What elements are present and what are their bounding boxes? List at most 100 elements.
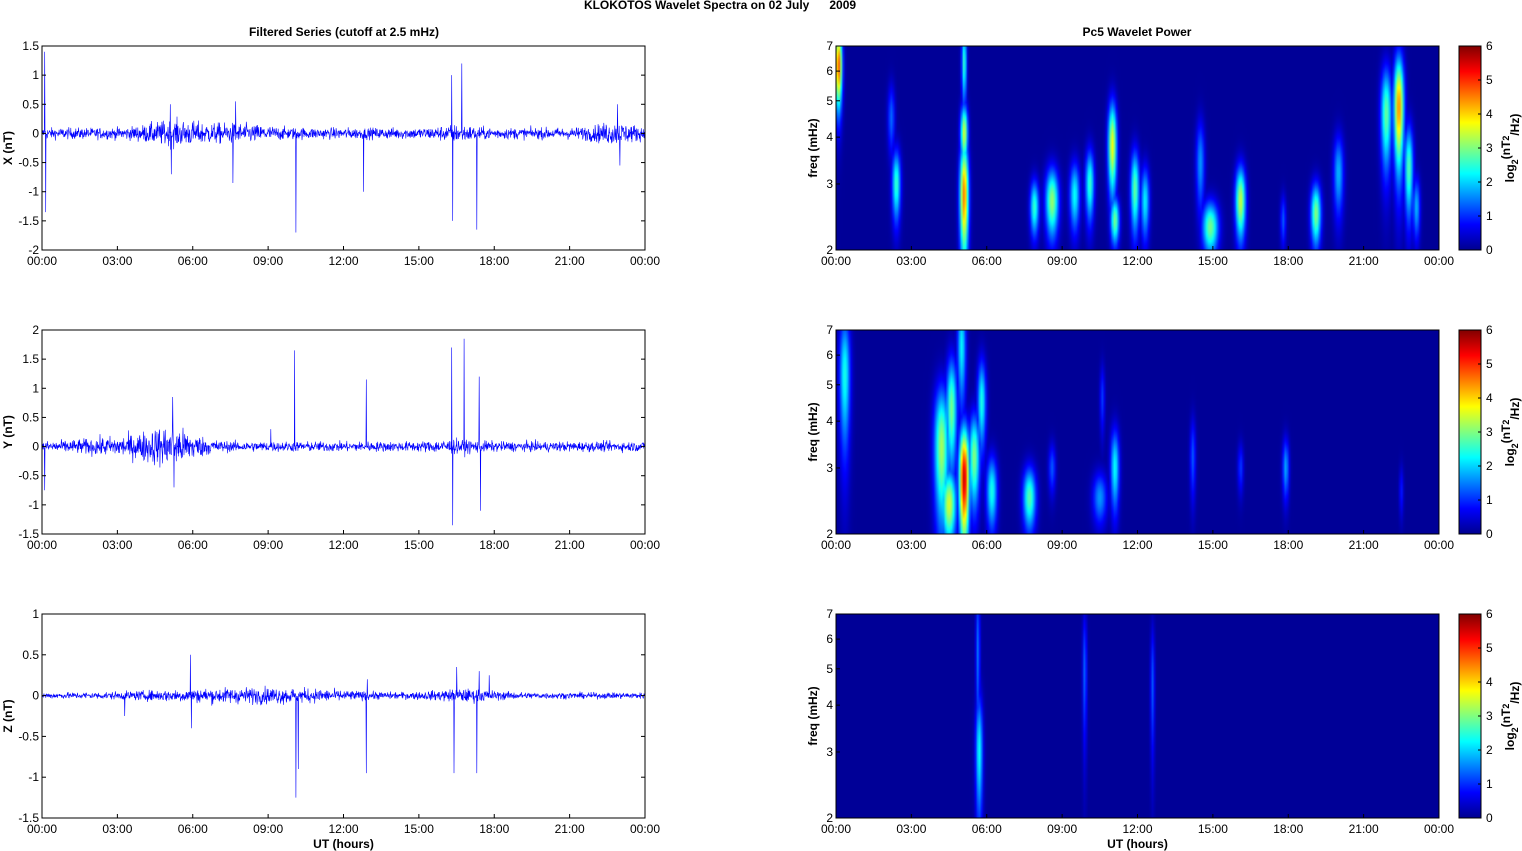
y-tick-label: 6 [826, 64, 833, 78]
y-tick-label: 7 [826, 323, 833, 337]
colorbar-tick-label: 1 [1486, 209, 1493, 223]
x-tick-label: 09:00 [1047, 254, 1077, 268]
y-tick-label: 5 [826, 94, 833, 108]
x-tick-label: 15:00 [1198, 538, 1228, 552]
y-tick-label: 2 [32, 323, 39, 337]
y-tick-label: 4 [826, 414, 833, 428]
series-panel-x: -2 -1.5 -1 -0.5 0 0.5 1 1.5 00:00 03:00 06:00 09:00… [1, 39, 660, 268]
y-tick-label: 4 [826, 130, 833, 144]
wavelet-power-image [836, 614, 1439, 818]
x-tick-label: 00:00 [630, 822, 660, 836]
y-tick-label: -1.5 [18, 811, 39, 825]
x-tick-label: 09:00 [253, 254, 283, 268]
x-tick-label: 21:00 [1349, 822, 1379, 836]
x-tick-label: 21:00 [555, 822, 585, 836]
y-tick-label: 1 [32, 68, 39, 82]
x-tick-label: 00:00 [27, 822, 57, 836]
colorbar-tick-label: 0 [1486, 243, 1493, 257]
y-tick-label: 2 [826, 811, 833, 825]
x-tick-label: 15:00 [1198, 254, 1228, 268]
y-tick-label: 6 [826, 632, 833, 646]
x-tick-label: 00:00 [1424, 254, 1454, 268]
colorbar-tick-label: 6 [1486, 323, 1493, 337]
y-tick-label: 7 [826, 39, 833, 53]
y-tick-label: 1 [32, 607, 39, 621]
colorbar-tick-label: 3 [1486, 425, 1493, 439]
wavelet-power-image [836, 46, 1439, 250]
x-tick-label: 18:00 [479, 538, 509, 552]
x-tick-label: 12:00 [1122, 822, 1152, 836]
y-tick-label: -0.5 [18, 469, 39, 483]
y-tick-label: 1.5 [22, 39, 39, 53]
y-axis-label: freq (mHz) [806, 118, 820, 177]
y-tick-label: -1 [28, 498, 39, 512]
plot-area [42, 614, 645, 818]
colorbar-tick-label: 0 [1486, 811, 1493, 825]
x-tick-label: 18:00 [1273, 254, 1303, 268]
colorbar-tick-label: 6 [1486, 607, 1493, 621]
y-tick-label: 0.5 [22, 410, 39, 424]
right-column-title: Pc5 Wavelet Power [1083, 25, 1192, 39]
x-tick-label: 06:00 [972, 254, 1002, 268]
wavelet-panel-x: 2 3 4 5 6 7 00:00 03:00 06:00 09:00 12:00 15:00 18:0… [806, 39, 1522, 268]
y-tick-label: 5 [826, 378, 833, 392]
colorbar-tick-label: 1 [1486, 493, 1493, 507]
x-tick-label: 15:00 [1198, 822, 1228, 836]
y-tick-label: 0 [32, 689, 39, 703]
y-tick-label: 3 [826, 461, 833, 475]
x-tick-label: 09:00 [1047, 538, 1077, 552]
x-tick-label: 00:00 [1424, 538, 1454, 552]
colorbar-tick-label: 4 [1486, 675, 1493, 689]
x-axis-label: UT (hours) [313, 837, 374, 851]
x-tick-label: 00:00 [821, 254, 851, 268]
series-line-x [41, 51, 646, 233]
x-tick-label: 03:00 [896, 538, 926, 552]
x-tick-label: 06:00 [178, 822, 208, 836]
plot-area [42, 330, 645, 534]
figure-suptitle: KLOKOTOS Wavelet Spectra on 02 July 2009 [584, 0, 856, 12]
colorbar-label: log2(nT2/Hz) [1499, 114, 1522, 183]
colorbar-tick-label: 5 [1486, 73, 1493, 87]
x-tick-label: 00:00 [1424, 822, 1454, 836]
series-panel-y: -1.5 -1 -0.5 0 0.5 1 1.5 2 00:00 03:00 06:00 09:00 1… [1, 323, 660, 552]
y-tick-label: 0 [32, 126, 39, 140]
y-tick-label: 4 [826, 698, 833, 712]
x-tick-label: 00:00 [821, 822, 851, 836]
y-axis-label: Z (nT) [1, 699, 15, 732]
y-axis-label: freq (mHz) [806, 402, 820, 461]
x-tick-label: 18:00 [479, 822, 509, 836]
colorbar-tick-label: 0 [1486, 527, 1493, 541]
x-tick-label: 18:00 [1273, 538, 1303, 552]
x-tick-label: 12:00 [328, 254, 358, 268]
y-tick-label: 5 [826, 662, 833, 676]
x-axis-label: UT (hours) [1107, 837, 1168, 851]
left-column-title: Filtered Series (cutoff at 2.5 mHz) [249, 25, 439, 39]
x-tick-label: 03:00 [896, 254, 926, 268]
x-tick-label: 12:00 [328, 822, 358, 836]
colorbar [1458, 613, 1482, 819]
y-tick-label: -1 [28, 770, 39, 784]
x-tick-label: 21:00 [555, 538, 585, 552]
colorbar-tick-label: 2 [1486, 175, 1493, 189]
x-tick-label: 00:00 [27, 538, 57, 552]
y-tick-label: 1.5 [22, 352, 39, 366]
y-tick-label: 6 [826, 348, 833, 362]
x-tick-label: 00:00 [821, 538, 851, 552]
y-tick-label: -1.5 [18, 214, 39, 228]
series-line-z [41, 654, 646, 798]
wavelet-panel-z: 2 3 4 5 6 7 00:00 03:00 06:00 09:00 12:00 15:00 18:0… [806, 607, 1522, 851]
x-tick-label: 06:00 [972, 822, 1002, 836]
x-tick-label: 00:00 [630, 538, 660, 552]
wavelet-power-image [836, 330, 1439, 534]
colorbar-label: log2(nT2/Hz) [1499, 682, 1522, 751]
y-tick-label: 3 [826, 745, 833, 759]
x-tick-label: 12:00 [1122, 254, 1152, 268]
colorbar-tick-label: 2 [1486, 743, 1493, 757]
colorbar-tick-label: 4 [1486, 107, 1493, 121]
plot-area [42, 46, 645, 250]
x-tick-label: 15:00 [404, 538, 434, 552]
x-tick-label: 00:00 [27, 254, 57, 268]
x-tick-label: 00:00 [630, 254, 660, 268]
colorbar-tick-label: 5 [1486, 641, 1493, 655]
x-tick-label: 18:00 [479, 254, 509, 268]
